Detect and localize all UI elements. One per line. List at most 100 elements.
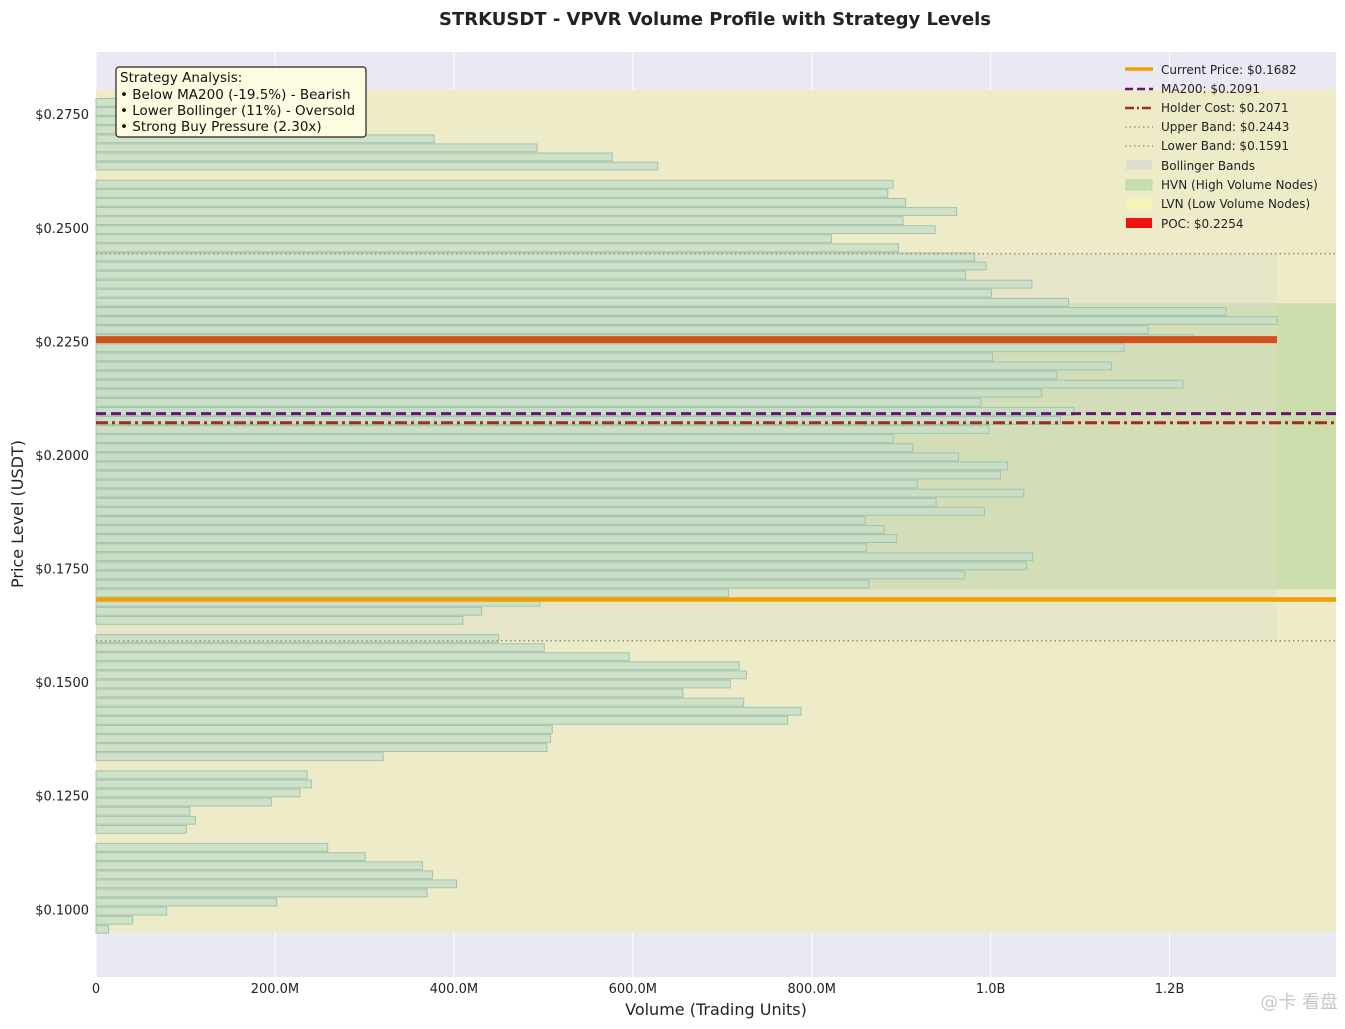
y-tick-label: $0.1250 [35, 790, 89, 805]
volume-bar [95, 352, 993, 362]
volume-bar [95, 879, 458, 889]
volume-bar [95, 479, 918, 489]
strategy-level-lines [96, 252, 1336, 642]
legend-item-current-price: Current Price: $0.1682 [1125, 63, 1297, 77]
volume-bar [95, 425, 990, 434]
volume-bar [95, 552, 1034, 562]
volume-bar [95, 470, 1002, 480]
legend-label-lvn: LVN (Low Volume Nodes) [1161, 197, 1310, 211]
volume-bar [95, 852, 366, 862]
x-tick-label: 600.0M [609, 982, 657, 997]
legend-swatch-hvn [1125, 179, 1153, 191]
volume-bar [95, 806, 191, 816]
volume-bar [95, 488, 1025, 498]
volume-bar [95, 243, 900, 253]
volume-bar [95, 197, 907, 207]
strategy-analysis-box: Strategy Analysis: • Below MA200 (-19.5%… [115, 66, 367, 138]
legend-label-holder-cost: Holder Cost: $0.2071 [1161, 101, 1289, 115]
volume-bar [95, 570, 966, 580]
volume-bar [95, 588, 730, 598]
volume-bar [95, 288, 993, 298]
y-tick-label: $0.2750 [35, 108, 89, 123]
volume-bar [95, 497, 937, 507]
legend-label-upper-band: Upper Band: $0.2443 [1161, 120, 1289, 134]
volume-bar [95, 752, 384, 762]
volume-bar [95, 543, 867, 553]
y-axis-label: Price Level (USDT) [8, 440, 27, 588]
annotation-line-bollinger: • Lower Bollinger (11%) - Oversold [120, 103, 355, 119]
y-tick-label: $0.1500 [35, 676, 89, 691]
legend-label-lower-band: Lower Band: $0.1591 [1161, 139, 1289, 153]
volume-bar [95, 843, 329, 852]
legend-swatch-lvn [1126, 199, 1152, 209]
volume-bar [95, 188, 889, 198]
volume-bar [95, 724, 553, 734]
x-tick-label: 400.0M [430, 982, 478, 997]
volume-bar [95, 670, 747, 680]
volume-bar [95, 715, 789, 725]
volume-bar [95, 252, 976, 262]
chart-title: STRKUSDT - VPVR Volume Profile with Stra… [439, 9, 991, 30]
volume-bar [95, 443, 914, 453]
volume-bar [95, 416, 1061, 425]
volume-bar [95, 579, 870, 589]
volume-bar [95, 706, 802, 716]
volume-bar [95, 270, 967, 280]
volume-bar [95, 161, 659, 171]
legend-label-ma200: MA200: $0.2091 [1161, 82, 1260, 96]
volume-bar [95, 325, 1149, 334]
annotation-line-title: Strategy Analysis: [120, 70, 242, 86]
volume-bar [95, 897, 278, 907]
legend-item-lower-band: Lower Band: $0.1591 [1125, 139, 1289, 153]
x-tick-label: 200.0M [251, 982, 299, 997]
x-axis-ticks: 0 200.0M 400.0M 600.0M 800.0M 1.0B 1.2B [92, 982, 1185, 997]
volume-bar [95, 525, 885, 534]
volume-bar [95, 316, 1278, 325]
legend-item-bollinger: Bollinger Bands [1126, 159, 1255, 173]
volume-bar [95, 788, 301, 798]
y-tick-label: $0.2500 [35, 222, 89, 237]
annotation-line-ma200: • Below MA200 (-19.5%) - Bearish [120, 87, 351, 103]
y-tick-label: $0.2000 [35, 449, 89, 464]
legend-swatch-bollinger [1126, 160, 1152, 170]
volume-bar [95, 561, 1027, 571]
volume-bar [95, 534, 898, 543]
volume-bar [95, 615, 464, 625]
volume-bar [95, 652, 630, 662]
volume-bar [95, 143, 538, 153]
legend-label-hvn: HVN (High Volume Nodes) [1161, 178, 1318, 192]
volume-bar [95, 343, 1125, 353]
volume-bar [95, 179, 894, 189]
volume-bar [95, 307, 1227, 316]
volume-bar [95, 661, 740, 671]
legend-item-upper-band: Upper Band: $0.2443 [1125, 120, 1289, 134]
legend-item-hvn: HVN (High Volume Nodes) [1125, 178, 1318, 192]
legend-item-poc: POC: $0.2254 [1126, 217, 1244, 231]
x-tick-label: 1.2B [1155, 982, 1185, 997]
x-tick-label: 0 [92, 982, 100, 997]
volume-bar [95, 924, 110, 934]
volume-bar [95, 461, 1009, 471]
annotation-line-pressure: • Strong Buy Pressure (2.30x) [120, 119, 322, 135]
volume-bar [95, 297, 1069, 307]
volume-bar [95, 434, 894, 444]
volume-bar [95, 697, 745, 707]
volume-bar [95, 634, 500, 643]
legend-swatch-poc [1126, 218, 1152, 228]
volume-bar [95, 770, 308, 780]
legend-label-current-price: Current Price: $0.1682 [1161, 63, 1297, 77]
volume-bar [95, 815, 196, 825]
watermark: @卡 看盘 [1260, 992, 1338, 1013]
volume-bar [95, 643, 545, 653]
volume-bars [95, 98, 1278, 934]
volume-bar [95, 452, 959, 462]
legend: Current Price: $0.1682 MA200: $0.2091 Ho… [1125, 63, 1318, 231]
volume-bar [95, 261, 987, 271]
y-tick-label: $0.1750 [35, 563, 89, 578]
x-tick-label: 1.0B [976, 982, 1006, 997]
y-tick-label: $0.2250 [35, 335, 89, 350]
volume-bar [95, 379, 1184, 389]
volume-bar [95, 606, 483, 616]
volume-bar [95, 406, 1075, 416]
legend-item-holder-cost: Holder Cost: $0.2071 [1125, 101, 1289, 115]
